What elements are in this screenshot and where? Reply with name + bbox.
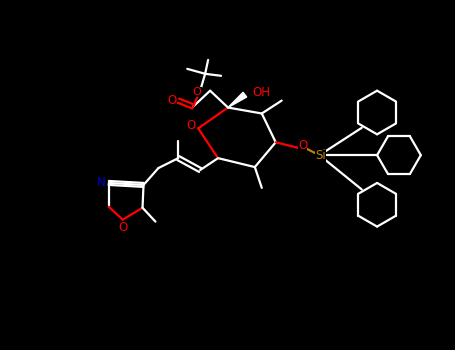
Text: O: O — [187, 119, 196, 132]
Text: O: O — [298, 139, 307, 152]
Text: N: N — [96, 176, 105, 189]
Text: Si: Si — [315, 149, 326, 162]
Text: O: O — [193, 87, 202, 97]
Polygon shape — [228, 92, 247, 107]
Text: O: O — [168, 94, 177, 107]
Text: O: O — [118, 221, 127, 234]
Text: OH: OH — [253, 86, 271, 99]
